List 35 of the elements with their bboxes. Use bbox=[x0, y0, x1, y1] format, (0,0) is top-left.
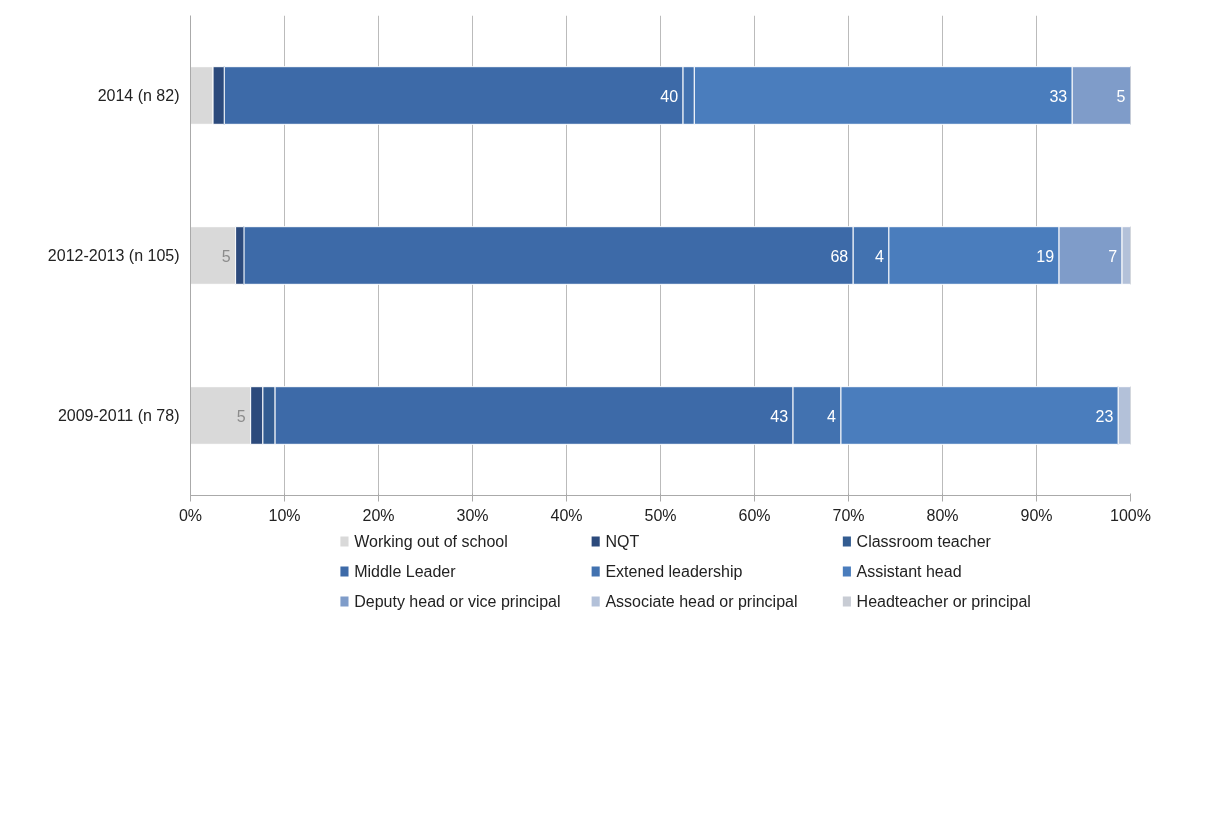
x-tick-label: 30% bbox=[456, 506, 489, 524]
legend-label: Extened leadership bbox=[605, 563, 743, 580]
x-tick-label: 80% bbox=[926, 506, 959, 524]
y-tick-label: 2014 (n 82) bbox=[97, 87, 180, 104]
legend-label: Working out of school bbox=[354, 533, 508, 550]
x-tick-label: 50% bbox=[644, 506, 677, 524]
annotation: 4 bbox=[875, 247, 885, 265]
annotation: 68 bbox=[830, 247, 849, 265]
legend-label: Associate head or principal bbox=[605, 593, 798, 610]
annotation: 5 bbox=[221, 247, 231, 265]
x-tick-label: 10% bbox=[268, 506, 301, 524]
annotation: 5 bbox=[236, 407, 246, 425]
annotation: 5 bbox=[1116, 87, 1126, 105]
x-tick-label: 60% bbox=[738, 506, 771, 524]
annotation: 19 bbox=[1036, 247, 1055, 265]
legend-label: Assistant head bbox=[856, 563, 962, 580]
annotation: 4 bbox=[827, 407, 837, 425]
annotation: 33 bbox=[1049, 87, 1068, 105]
legend-label: Deputy head or vice principal bbox=[354, 593, 561, 610]
x-tick-label: 70% bbox=[832, 506, 865, 524]
x-tick-label: 0% bbox=[178, 506, 203, 524]
legend-label: Headteacher or principal bbox=[856, 593, 1031, 610]
legend-label: NQT bbox=[605, 533, 640, 550]
x-tick-label: 40% bbox=[550, 506, 583, 524]
annotation: 40 bbox=[660, 87, 679, 105]
x-tick-label: 20% bbox=[362, 506, 395, 524]
x-tick-label: 100% bbox=[1110, 506, 1151, 524]
y-tick-label: 2012-2013 (n 105) bbox=[47, 247, 180, 264]
x-tick-label: 90% bbox=[1020, 506, 1053, 524]
annotation: 7 bbox=[1108, 247, 1118, 265]
legend-label: Classroom teacher bbox=[856, 533, 992, 550]
annotation: 23 bbox=[1095, 407, 1114, 425]
y-tick-label: 2009-2011 (n 78) bbox=[57, 407, 180, 424]
annotation: 43 bbox=[770, 407, 789, 425]
legend-label: Middle Leader bbox=[354, 563, 457, 580]
